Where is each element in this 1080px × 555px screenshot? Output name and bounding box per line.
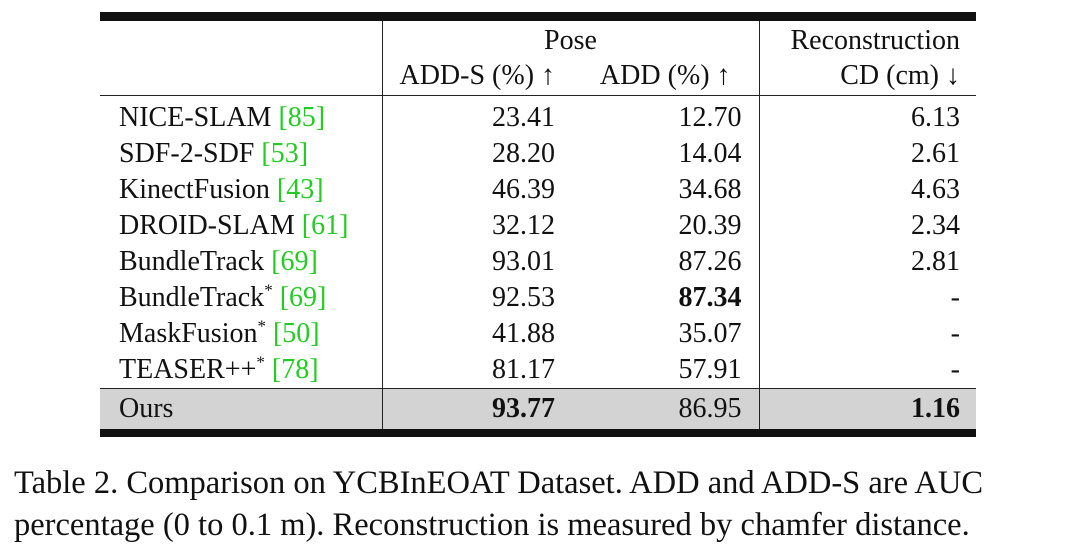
adds-cell: 93.01 [381, 244, 572, 280]
adds-cell: 41.88 [381, 316, 572, 352]
adds-cell: 23.41 [381, 95, 572, 136]
header-add: ADD (%) ↑ [572, 57, 759, 96]
header-adds: ADD-S (%) ↑ [381, 57, 572, 96]
header-row-metrics: ADD-S (%) ↑ ADD (%) ↑ CD (cm) ↓ [100, 57, 976, 96]
method-cell: MaskFusion* [50] [119, 316, 320, 349]
table-row: BundleTrack* [69] 92.53 87.34 - [100, 280, 976, 316]
citation-link[interactable]: [69] [279, 282, 327, 313]
cd-cell: 1.16 [758, 388, 976, 429]
header-pose: Pose [381, 21, 759, 57]
add-cell: 35.07 [678, 318, 742, 349]
citation-link[interactable]: [85] [278, 102, 326, 133]
method-cell: BundleTrack* [69] [119, 280, 327, 313]
table-row: KinectFusion [43] 46.39 34.68 4.63 [100, 172, 976, 208]
results-table: Pose Reconstruction ADD-S (%) ↑ ADD (%) … [100, 12, 976, 437]
citation-link[interactable]: [69] [271, 246, 318, 277]
adds-cell: 28.20 [381, 136, 572, 172]
add-cell: 34.68 [678, 174, 742, 205]
caption-line: Table 2. Comparison on YCBInEOAT Dataset… [14, 465, 984, 501]
cd-cell: 2.34 [758, 208, 976, 244]
add-cell: 14.04 [678, 138, 742, 169]
header-cd: CD (cm) ↓ [758, 57, 976, 96]
add-cell: 87.26 [678, 246, 742, 277]
method-cell: KinectFusion [43] [119, 174, 324, 205]
method-cell: NICE-SLAM [85] [119, 102, 326, 133]
add-cell: 86.95 [572, 388, 759, 429]
citation-link[interactable]: [61] [301, 210, 349, 241]
table-row: NICE-SLAM [85] 23.41 12.70 6.13 [100, 95, 976, 136]
cd-cell: 6.13 [758, 95, 976, 136]
adds-cell: 46.39 [381, 172, 572, 208]
cd-cell: 4.63 [758, 172, 976, 208]
table-row: TEASER++* [78] 81.17 57.91 - [100, 352, 976, 389]
cd-cell: 2.61 [758, 136, 976, 172]
table-caption: Table 2. Comparison on YCBInEOAT Dataset… [14, 462, 1074, 546]
cd-cell: 2.81 [758, 244, 976, 280]
citation-link[interactable]: [53] [261, 138, 309, 169]
caption-line: percentage (0 to 0.1 m). Reconstruction … [14, 507, 970, 543]
table-row: DROID-SLAM [61] 32.12 20.39 2.34 [100, 208, 976, 244]
method-cell: Ours [100, 388, 382, 429]
citation-link[interactable]: [50] [272, 318, 320, 349]
header-row-groups: Pose Reconstruction [100, 21, 976, 57]
table-row: BundleTrack [69] 93.01 87.26 2.81 [100, 244, 976, 280]
adds-cell: 32.12 [381, 208, 572, 244]
table-top-rule [100, 12, 976, 21]
citation-link[interactable]: [78] [271, 354, 319, 385]
method-cell: SDF-2-SDF [53] [119, 138, 309, 169]
cd-cell: - [758, 280, 976, 316]
header-reconstruction: Reconstruction [758, 21, 976, 57]
add-cell: 87.34 [678, 282, 742, 313]
table-row: MaskFusion* [50] 41.88 35.07 - [100, 316, 976, 352]
add-cell: 57.91 [678, 354, 742, 385]
method-cell: DROID-SLAM [61] [119, 210, 349, 241]
add-cell: 20.39 [678, 210, 742, 241]
adds-cell: 81.17 [381, 352, 572, 389]
adds-cell: 93.77 [381, 388, 572, 429]
cd-cell: - [758, 352, 976, 389]
table-row-ours: Ours 93.77 86.95 1.16 [100, 388, 976, 429]
table-row: SDF-2-SDF [53] 28.20 14.04 2.61 [100, 136, 976, 172]
method-cell: BundleTrack [69] [119, 246, 318, 277]
table-bottom-rule [100, 429, 976, 437]
add-cell: 12.70 [678, 102, 742, 133]
adds-cell: 92.53 [381, 280, 572, 316]
cd-cell: - [758, 316, 976, 352]
citation-link[interactable]: [43] [276, 174, 324, 205]
method-cell: TEASER++* [78] [119, 352, 319, 385]
